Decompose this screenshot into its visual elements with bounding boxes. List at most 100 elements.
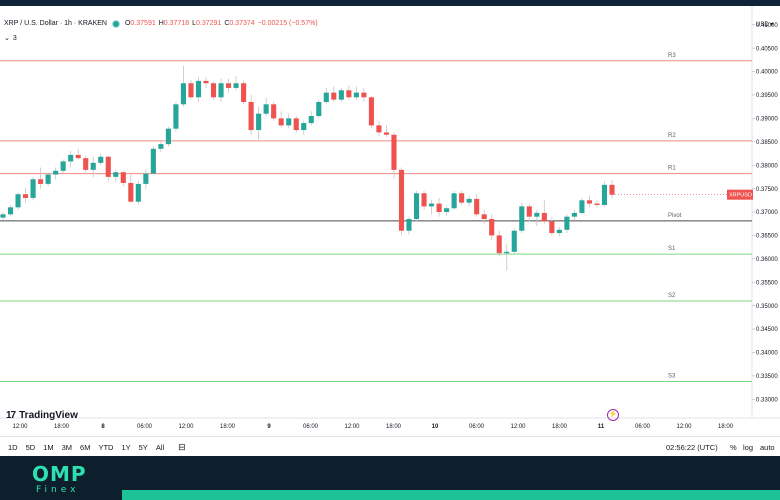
tradingview-logo[interactable]: 17 TradingView <box>6 410 78 421</box>
candle-body <box>481 214 487 220</box>
candle-body <box>38 179 44 184</box>
x-tick-label: 06:00 <box>137 424 153 430</box>
candle-body <box>180 83 187 105</box>
ohlc-open: O0.37591 <box>124 20 156 27</box>
y-tick-label: 0.40500 <box>756 46 778 52</box>
indicators-toggle[interactable]: ⌄ 3 <box>4 34 17 43</box>
candle-body <box>331 92 337 100</box>
x-tick-label: 06:00 <box>469 424 485 430</box>
x-tick-label: 8 <box>101 424 105 430</box>
x-tick-label: 18:00 <box>386 424 402 430</box>
candle-body <box>90 162 96 170</box>
symbol-legend: XRP / U.S. Dollar · 1h · KRAKEN O0.37591… <box>4 20 321 27</box>
candle-body <box>150 148 156 174</box>
x-tick-label: 18:00 <box>718 424 734 430</box>
candle-body <box>271 104 277 119</box>
candle-body <box>105 156 111 177</box>
candle-body <box>474 198 480 215</box>
candle-body <box>22 194 29 198</box>
candle-body <box>195 80 202 98</box>
y-tick-label: 0.40000 <box>756 70 778 76</box>
pivot-label: R3 <box>668 53 676 59</box>
range-button[interactable]: 3M <box>61 442 73 452</box>
candle-body <box>571 212 577 217</box>
pivot-label: S1 <box>668 246 676 252</box>
range-button[interactable]: 1M <box>43 442 54 452</box>
x-tick-label: 11 <box>598 424 605 430</box>
date-range-selector: 1D 5D 1M 3M 6M YTD 1Y 5Y All <box>8 443 164 452</box>
pivot-label: R1 <box>668 166 676 172</box>
symbol-price-tag <box>727 189 753 200</box>
x-tick-label: 12:00 <box>676 424 692 430</box>
candle-body <box>60 161 66 171</box>
candle-body <box>218 83 224 98</box>
chart-area[interactable]: USD ▾ 0.41000 0.40500 0.40000 0.39500 0.39000… <box>0 6 780 436</box>
candle-body <box>53 170 59 175</box>
candle-body <box>278 118 284 126</box>
y-tick-label: 0.36000 <box>756 257 778 263</box>
candle-body <box>203 80 209 84</box>
y-tick-label: 0.33500 <box>756 374 778 380</box>
candle-body <box>158 144 164 149</box>
candle-body <box>556 229 562 234</box>
candle-body <box>421 193 427 207</box>
candle-body <box>248 101 254 131</box>
candle-body <box>83 158 89 170</box>
finex-brand-text: Finex <box>36 485 80 495</box>
candle-body <box>601 184 608 205</box>
candle-body <box>391 134 397 170</box>
y-tick-label: 0.38000 <box>756 163 778 169</box>
y-tick-label: 0.35500 <box>756 280 778 286</box>
candle-body <box>436 203 442 212</box>
range-button[interactable]: YTD <box>98 442 114 452</box>
candle-body <box>98 156 104 163</box>
range-button[interactable]: 6M <box>80 442 91 452</box>
candle-body <box>489 219 495 236</box>
candle-body <box>113 172 119 177</box>
candle-body <box>338 90 344 100</box>
x-tick-label: 10 <box>432 424 439 430</box>
goto-date-icon[interactable]: ⊟ <box>178 441 186 452</box>
y-tick-label: 0.33000 <box>756 397 778 403</box>
candle-body <box>376 125 382 133</box>
candle-body <box>459 193 465 203</box>
candle-body <box>383 132 390 135</box>
percent-scale-toggle[interactable]: % <box>730 443 737 452</box>
site-footer: OMP Finex <box>0 456 780 500</box>
x-tick-label: 06:00 <box>635 424 651 430</box>
tradingview-logo-text: TradingView <box>19 410 78 421</box>
chevron-down-icon: ⌄ <box>4 35 10 42</box>
y-tick-label: 0.41000 <box>756 23 778 29</box>
indicator-count: 3 <box>12 34 17 42</box>
auto-scale-toggle[interactable]: auto <box>760 443 775 452</box>
candle-body <box>68 154 74 162</box>
candle-body <box>504 251 510 254</box>
range-button[interactable]: All <box>155 442 165 452</box>
pivot-label: Pivot <box>668 213 682 219</box>
utc-clock[interactable]: 02:56:22 (UTC) <box>666 443 718 452</box>
candle-body <box>15 194 21 208</box>
candle-body <box>0 214 6 218</box>
candle-body <box>361 92 367 98</box>
candle-body <box>75 154 81 159</box>
market-status-icon[interactable] <box>112 20 119 27</box>
candle-body <box>511 230 517 252</box>
candle-body <box>128 182 134 202</box>
range-button[interactable]: 5Y <box>138 442 148 452</box>
range-button[interactable]: 5D <box>25 442 36 452</box>
range-button[interactable]: 1D <box>8 442 18 452</box>
y-tick-label: 0.35000 <box>756 304 778 310</box>
x-tick-label: 12:00 <box>178 424 194 430</box>
candle-body <box>496 235 502 254</box>
candle-body <box>173 104 179 129</box>
y-tick-label: 0.39500 <box>756 93 778 99</box>
candle-body <box>526 206 532 217</box>
lightning-icon[interactable]: ⚡ <box>607 409 619 421</box>
range-button[interactable]: 1Y <box>121 442 131 452</box>
bottom-toolbar: 1D 5D 1M 3M 6M YTD 1Y 5Y All ⊟ 02:56:22 … <box>0 436 780 457</box>
candle-body <box>444 208 450 212</box>
x-tick-label: 18:00 <box>54 424 70 430</box>
price-chart[interactable]: USD ▾0.41000 0.40500 0.40000 0.39500 0.39000… <box>0 6 780 436</box>
log-scale-toggle[interactable]: log <box>743 443 754 452</box>
candle-body <box>413 193 420 220</box>
